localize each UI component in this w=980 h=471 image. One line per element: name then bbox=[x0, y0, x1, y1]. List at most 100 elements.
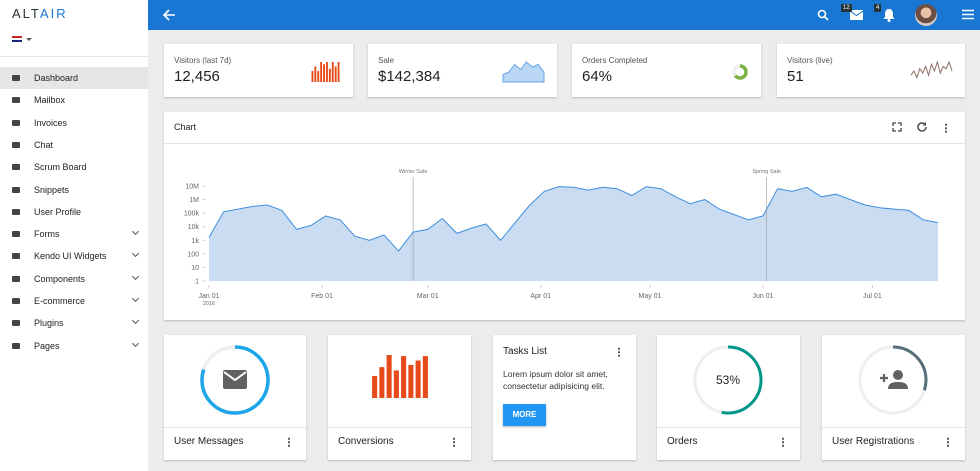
menu-label: Forms bbox=[34, 229, 60, 240]
menu-icon bbox=[12, 275, 20, 282]
menu-item[interactable]: Kendo UI Widgets bbox=[0, 245, 148, 267]
menu-item[interactable]: User Profile bbox=[0, 201, 148, 223]
x-tick-label: Feb 01 bbox=[311, 293, 333, 300]
language-caret[interactable] bbox=[26, 38, 32, 44]
card-divider bbox=[328, 427, 471, 428]
stat-label: Sale bbox=[378, 56, 395, 65]
sparkline bbox=[732, 64, 748, 80]
menu-icon bbox=[12, 298, 20, 304]
x-tick-label: Jul 01 bbox=[863, 293, 882, 300]
menu-icon bbox=[12, 141, 20, 148]
menu-icon bbox=[12, 231, 20, 238]
annotation-label: Spring Sale bbox=[752, 169, 780, 175]
fullscreen-button[interactable] bbox=[892, 122, 902, 132]
card-divider bbox=[657, 427, 800, 428]
menu-icon bbox=[12, 253, 20, 260]
menu-item[interactable]: Components bbox=[0, 268, 148, 290]
area-fill bbox=[209, 186, 938, 281]
sparkline-area bbox=[502, 61, 545, 83]
y-tick-label: 1 bbox=[195, 279, 199, 286]
mail-icon[interactable] bbox=[850, 10, 863, 20]
more-button[interactable] bbox=[945, 123, 947, 133]
menu-label: Dashboard bbox=[34, 73, 79, 83]
menu-item[interactable]: Snippets bbox=[0, 179, 148, 201]
more-button[interactable] bbox=[453, 437, 455, 447]
stat-card: Orders Completed 64% bbox=[572, 44, 761, 97]
stat-value: $142,384 bbox=[378, 68, 441, 85]
notification-icon[interactable] bbox=[883, 8, 895, 22]
logo[interactable]: ALTAIR bbox=[12, 6, 68, 21]
menu-item[interactable]: Dashboard bbox=[0, 67, 148, 89]
y-tick-label: 1M bbox=[189, 197, 199, 204]
menu-icon bbox=[12, 342, 20, 349]
menu-item[interactable]: Chat bbox=[0, 134, 148, 156]
y-tick-label: 100k bbox=[184, 211, 200, 218]
widget-card: Conversions bbox=[328, 335, 471, 460]
user-avatar[interactable] bbox=[915, 4, 937, 26]
area-line bbox=[208, 186, 939, 252]
bar bbox=[379, 367, 385, 398]
menu-icon[interactable] bbox=[962, 9, 974, 20]
bar bbox=[320, 62, 323, 82]
menu-label: Snippets bbox=[34, 184, 70, 195]
sidebar-divider bbox=[0, 56, 148, 57]
menu-label: Kendo UI Widgets bbox=[34, 251, 107, 262]
menu-icon bbox=[12, 208, 20, 215]
menu-item[interactable]: Mailbox bbox=[0, 89, 148, 111]
search-icon[interactable] bbox=[817, 9, 829, 21]
task-card: Tasks List Lorem ipsum dolor sit amet, c… bbox=[493, 335, 636, 460]
more-button[interactable] bbox=[288, 437, 290, 447]
language-flag[interactable] bbox=[12, 36, 22, 42]
menu-item[interactable]: E-commerce bbox=[0, 290, 148, 312]
widget-title: Conversions bbox=[338, 436, 394, 447]
bar bbox=[334, 66, 337, 82]
back-button[interactable] bbox=[162, 8, 176, 22]
menu-item[interactable]: Scrum Board bbox=[0, 156, 148, 178]
more-button[interactable] bbox=[947, 437, 949, 447]
menu-label: Plugins bbox=[34, 318, 64, 329]
bar bbox=[331, 62, 334, 82]
sparkline bbox=[502, 61, 545, 83]
sparkline-line bbox=[910, 60, 953, 79]
menu-label: User Profile bbox=[34, 206, 82, 217]
menu-item[interactable]: Plugins bbox=[0, 312, 148, 334]
widget-chart: 53% bbox=[693, 345, 763, 415]
widget-chart bbox=[200, 345, 270, 415]
more-button[interactable] bbox=[618, 347, 620, 357]
submenu-chevron bbox=[131, 250, 140, 258]
ring-progress bbox=[858, 345, 928, 415]
refresh-button[interactable] bbox=[916, 121, 928, 133]
menu-label: Scrum Board bbox=[34, 162, 87, 173]
bar bbox=[422, 356, 428, 398]
widget-card: User Registrations bbox=[822, 335, 965, 460]
sidebar: ALTAIR Dashboard Mailbox Invoices Chat Scrum… bbox=[0, 0, 148, 471]
menu-label: Components bbox=[34, 273, 86, 284]
menu-item[interactable]: Forms bbox=[0, 223, 148, 245]
add-user-icon bbox=[880, 370, 908, 389]
stat-card: Sale $142,384 bbox=[368, 44, 557, 97]
widget-card: 53% Orders bbox=[657, 335, 800, 460]
stat-value: 51 bbox=[787, 68, 804, 85]
x-tick-label: May 01 bbox=[639, 293, 662, 300]
stat-label: Visitors (last 7d) bbox=[174, 56, 232, 65]
bar bbox=[337, 62, 340, 82]
bar bbox=[372, 375, 378, 398]
widget-card: User Messages bbox=[164, 335, 306, 460]
more-button[interactable] bbox=[782, 437, 784, 447]
widget-title: Orders bbox=[667, 436, 698, 447]
menu-item[interactable]: Pages bbox=[0, 335, 148, 357]
menu-item[interactable]: Invoices bbox=[0, 112, 148, 134]
x-tick-label: Mar 01 bbox=[417, 293, 439, 300]
bar bbox=[386, 355, 392, 398]
submenu-chevron bbox=[131, 294, 140, 303]
bar bbox=[415, 360, 421, 398]
widget-chart bbox=[372, 355, 428, 398]
ring-progress bbox=[200, 345, 270, 415]
bar bbox=[314, 66, 317, 82]
stat-card: Visitors (live) 51 bbox=[777, 44, 965, 97]
more-tasks-button[interactable]: MORE bbox=[503, 404, 546, 426]
y-tick-label: 10k bbox=[188, 224, 200, 231]
widget-title: User Registrations bbox=[832, 436, 915, 447]
top-bar: 12 4 bbox=[148, 0, 980, 30]
submenu-chevron bbox=[131, 339, 140, 347]
